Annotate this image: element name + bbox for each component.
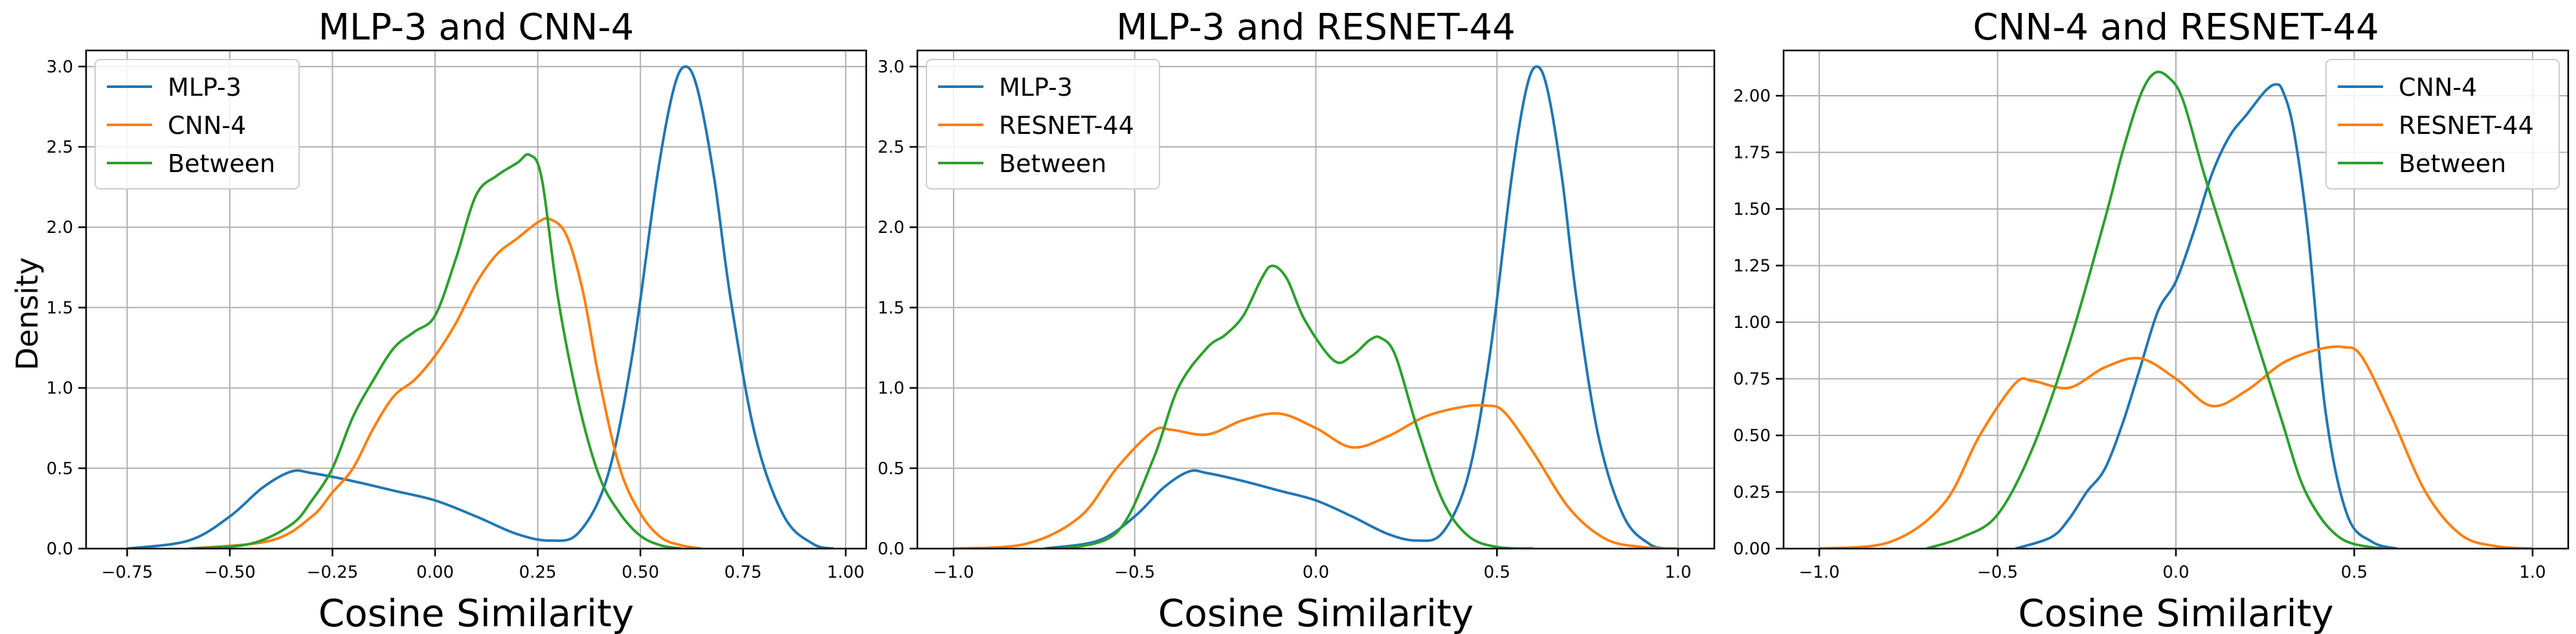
y-tick-label: 2.5	[878, 138, 904, 157]
x-tick-label: −0.5	[1114, 563, 1155, 582]
x-tick-label: 0.0	[2162, 563, 2189, 582]
legend-label: Between	[2399, 149, 2506, 178]
y-tick-label: 1.5	[47, 298, 73, 318]
x-tick-label: −1.0	[933, 563, 974, 582]
chart-panel-1: −0.75 −0.50 −0.25 0.00 0.25 0.50 0.75 1.00 0.0 0.…	[47, 6, 868, 634]
y-tick-label: 0.5	[878, 459, 904, 479]
series-line-cnn-4	[188, 217, 702, 549]
y-tick-label: 1.25	[1733, 257, 1771, 276]
x-tick-label: 1.0	[1664, 563, 1691, 582]
x-tick-label: 0.25	[519, 563, 557, 582]
chart-panel-3: −1.0 −0.5 0.0 0.5 1.0 0.00 0.25 0.50 0.75 1.00 1.2…	[1733, 6, 2570, 634]
x-tick-label: −1.0	[1799, 563, 1840, 582]
x-tick-label: 0.0	[1303, 563, 1329, 582]
y-tick-label: 0.75	[1733, 370, 1771, 389]
y-tick-label: 3.0	[47, 58, 73, 77]
y-tick-label: 1.00	[1733, 313, 1771, 333]
x-tick-label: −0.75	[102, 563, 153, 582]
shared-y-axis-label: Density	[10, 257, 45, 371]
series-line-cnn-4	[2015, 83, 2398, 549]
legend-label: MLP-3	[168, 73, 241, 102]
legend-label: Between	[999, 149, 1106, 178]
legend-label: Between	[168, 149, 275, 178]
x-tick-label: −0.5	[1977, 563, 2018, 582]
series-line-mlp-3	[1044, 65, 1668, 549]
chart-title: CNN-4 and RESNET-44	[1973, 6, 2379, 49]
x-tick-label: 0.00	[416, 563, 454, 582]
legend-box	[95, 59, 300, 190]
legend-label: RESNET-44	[999, 111, 1134, 140]
x-tick-label: 0.5	[2341, 563, 2368, 582]
chart-title: MLP-3 and RESNET-44	[1116, 6, 1516, 49]
legend-box	[2325, 59, 2560, 190]
x-tick-label: −0.25	[307, 563, 359, 582]
y-tick-label: 0.0	[47, 540, 73, 559]
series-line-between	[1925, 71, 2383, 549]
legend-label: CNN-4	[168, 111, 246, 140]
y-tick-label: 0.0	[878, 540, 904, 559]
y-tick-label: 1.75	[1733, 144, 1771, 163]
y-tick-label: 0.5	[47, 459, 73, 479]
x-tick-label: 1.0	[2519, 563, 2546, 582]
x-tick-label: 0.50	[622, 563, 659, 582]
legend-label: RESNET-44	[2399, 111, 2534, 140]
y-tick-label: 2.00	[1733, 87, 1771, 106]
y-tick-label: 1.5	[878, 298, 904, 318]
y-tick-label: 3.0	[878, 58, 904, 77]
x-tick-label: 0.75	[724, 563, 762, 582]
series-line-resnet-44	[1819, 345, 2533, 549]
x-axis-label: Cosine Similarity	[2018, 591, 2333, 634]
chart-title: MLP-3 and CNN-4	[319, 6, 634, 49]
legend-label: MLP-3	[999, 73, 1073, 102]
series-line-between	[188, 153, 682, 549]
x-tick-label: 0.5	[1484, 563, 1510, 582]
legend-box	[926, 59, 1160, 190]
legend-label: CNN-4	[2399, 73, 2477, 102]
y-tick-label: 0.25	[1733, 483, 1771, 503]
x-axis-label: Cosine Similarity	[1158, 591, 1473, 634]
y-tick-label: 1.0	[47, 379, 73, 399]
x-tick-label: −0.50	[204, 563, 256, 582]
x-axis-label: Cosine Similarity	[319, 591, 634, 634]
plot-frame	[85, 49, 868, 550]
series-line-between	[1062, 264, 1534, 549]
chart-panel-2: −1.0 −0.5 0.0 0.5 1.0 0.0 0.5 1.0 1.5 2.0 2.5 3.0 ML…	[878, 6, 1716, 634]
series-line-resnet-44	[953, 404, 1679, 549]
y-tick-label: 0.00	[1733, 540, 1771, 559]
y-tick-label: 1.50	[1733, 200, 1771, 219]
y-tick-label: 2.0	[47, 218, 73, 237]
y-tick-label: 0.50	[1733, 426, 1771, 446]
y-tick-label: 1.0	[878, 379, 904, 399]
y-tick-label: 2.0	[878, 218, 904, 237]
y-tick-label: 2.5	[47, 138, 73, 157]
x-tick-label: 1.00	[827, 563, 864, 582]
